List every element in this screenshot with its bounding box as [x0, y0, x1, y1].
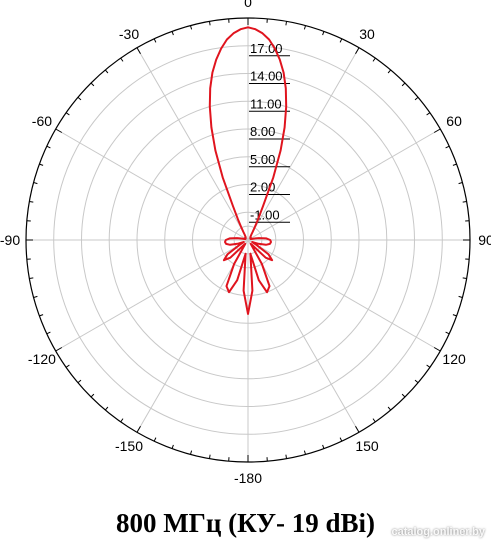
- ring-label: 14.00: [250, 69, 283, 84]
- angle-tick: [39, 163, 44, 166]
- angle-tick: [322, 31, 325, 36]
- angle-tick: [462, 201, 467, 203]
- angle-tick: [426, 364, 431, 368]
- grid-spoke: [247, 239, 441, 352]
- grid-spoke: [136, 239, 249, 433]
- angle-tick: [387, 406, 392, 411]
- angle-tick: [120, 418, 124, 423]
- angle-tick: [65, 364, 70, 368]
- grid-spoke: [55, 128, 249, 241]
- angle-tick: [136, 425, 141, 433]
- angle-tick: [190, 450, 193, 455]
- angle-tick: [387, 69, 392, 74]
- angle-tick: [29, 201, 34, 203]
- angle-tick: [303, 25, 306, 30]
- radiation-pattern-line: [208, 26, 288, 315]
- angle-tick: [120, 57, 124, 62]
- angle-tick: [414, 96, 419, 101]
- angle-label: 0: [244, 0, 252, 10]
- angle-label: -60: [32, 113, 52, 129]
- angle-tick: [136, 47, 141, 55]
- angle-tick: [285, 454, 287, 459]
- angle-tick: [153, 38, 157, 43]
- angle-tick: [322, 444, 325, 449]
- angle-tick: [55, 347, 63, 352]
- angle-tick: [55, 128, 63, 133]
- angle-label: -180: [234, 470, 262, 486]
- angle-tick: [458, 295, 463, 298]
- angle-tick: [209, 454, 211, 459]
- polar-chart: 0 30 60 90 120 150 -180 -150 -120 -90 -60 -30 17.00…: [0, 0, 491, 486]
- grid-spoke: [247, 239, 360, 433]
- angle-tick: [401, 82, 406, 87]
- angle-tick: [90, 82, 95, 87]
- ring-label: 8.00: [250, 124, 275, 139]
- angle-label: -90: [0, 232, 20, 248]
- angle-tick: [39, 314, 44, 317]
- angle-label: -30: [119, 26, 139, 42]
- ring-label: 11.00: [250, 96, 282, 111]
- angle-label: -150: [115, 438, 143, 454]
- angle-tick: [77, 379, 82, 384]
- angle-tick: [355, 47, 360, 55]
- angle-tick: [414, 379, 419, 384]
- grid-spoke: [136, 47, 249, 241]
- angle-label: 90: [478, 232, 491, 248]
- grid-spoke: [247, 47, 360, 241]
- angle-tick: [190, 25, 193, 30]
- angle-tick: [65, 112, 70, 116]
- angle-tick: [452, 314, 457, 317]
- angle-label: 150: [355, 438, 379, 454]
- angle-tick: [104, 406, 109, 411]
- grid-spoke: [247, 128, 441, 241]
- angle-tick: [401, 393, 406, 398]
- angle-tick: [458, 182, 463, 185]
- angle-tick: [452, 163, 457, 166]
- angle-tick: [445, 331, 450, 335]
- angle-tick: [426, 112, 431, 116]
- angle-tick: [433, 128, 441, 133]
- chart-caption: 800 МГц (КУ- 19 dBi): [115, 508, 376, 538]
- angle-tick: [209, 21, 211, 26]
- angle-label: 30: [359, 26, 375, 42]
- angle-tick: [171, 31, 174, 36]
- grid-spoke: [55, 239, 249, 352]
- angle-tick: [433, 347, 441, 352]
- angle-tick: [90, 393, 95, 398]
- angle-tick: [355, 425, 360, 433]
- angle-tick: [339, 437, 343, 442]
- watermark: catalog.onliner.by: [391, 526, 485, 538]
- angle-tick: [77, 96, 82, 101]
- angle-ticks: [26, 18, 470, 462]
- angle-tick: [303, 450, 306, 455]
- angle-tick: [33, 182, 38, 185]
- angle-tick: [171, 444, 174, 449]
- angle-tick: [285, 21, 287, 26]
- angle-label: 60: [446, 113, 462, 129]
- angle-label: 120: [442, 351, 466, 367]
- angle-tick: [29, 277, 34, 279]
- angle-tick: [33, 295, 38, 298]
- angle-tick: [445, 145, 450, 149]
- angle-tick: [339, 38, 343, 43]
- ring-label: 5.00: [250, 152, 275, 167]
- angle-labels: 0 30 60 90 120 150 -180 -150 -120 -90 -60 -30: [0, 0, 491, 486]
- angle-tick: [372, 57, 376, 62]
- angle-tick: [372, 418, 376, 423]
- ring-label: 17.00: [250, 41, 283, 56]
- angle-tick: [46, 331, 51, 335]
- angle-tick: [104, 69, 109, 74]
- angle-label: -120: [28, 351, 56, 367]
- angle-tick: [153, 437, 157, 442]
- angle-tick: [46, 145, 51, 149]
- ring-label: -1.00: [250, 207, 280, 222]
- angle-tick: [462, 277, 467, 279]
